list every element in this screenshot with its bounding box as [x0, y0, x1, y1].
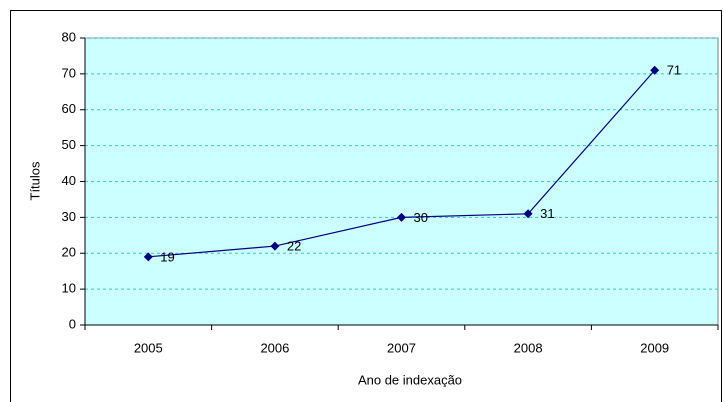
data-label: 22: [287, 239, 301, 254]
x-tick-label: 2007: [387, 340, 416, 355]
y-tick-label: 80: [62, 29, 76, 44]
x-tick-label: 2008: [514, 340, 543, 355]
y-tick-label: 10: [62, 281, 76, 296]
y-tick-label: 60: [62, 101, 76, 116]
data-label: 71: [667, 63, 681, 78]
y-tick-label: 20: [62, 245, 76, 260]
x-axis-label: Ano de indexação: [358, 372, 462, 387]
data-point: [143, 252, 153, 262]
data-point: [523, 209, 533, 219]
y-tick-label: 0: [69, 316, 76, 331]
data-point: [270, 241, 280, 251]
data-point: [650, 65, 660, 75]
y-tick-label: 40: [62, 173, 76, 188]
y-tick-label: 30: [62, 209, 76, 224]
x-tick-label: 2006: [260, 340, 289, 355]
y-tick-label: 50: [62, 137, 76, 152]
data-label: 19: [160, 249, 174, 264]
data-point: [397, 212, 406, 222]
y-tick-label: 70: [62, 65, 76, 80]
plot-area: [84, 37, 719, 326]
x-tick-label: 2009: [640, 340, 669, 355]
chart-border: [10, 10, 722, 402]
x-tick-label: 2005: [134, 340, 163, 355]
data-label: 30: [414, 210, 428, 225]
data-label: 31: [540, 206, 554, 221]
y-axis-label: Títulos: [27, 161, 42, 201]
